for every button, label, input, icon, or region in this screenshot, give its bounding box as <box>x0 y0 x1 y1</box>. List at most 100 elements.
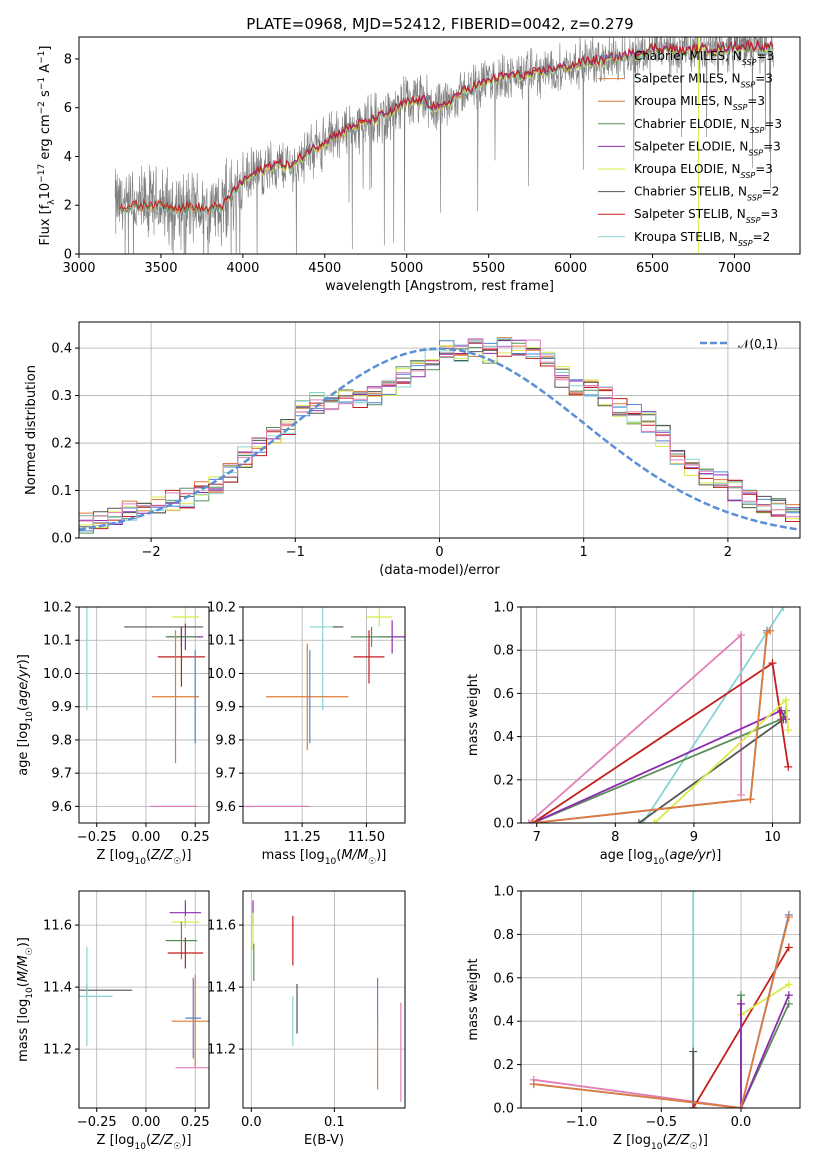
x-tick-label: 8 <box>611 830 619 845</box>
x-tick-label: 0 <box>435 545 443 560</box>
weight-series-salpeter_miles <box>529 913 793 1108</box>
x-tick-label: 4500 <box>308 261 341 276</box>
grid <box>79 606 209 823</box>
y-axis-label: mass weight <box>466 674 481 756</box>
legend: 𝒩(0,1) <box>700 337 778 351</box>
weight-marker <box>689 1104 698 1108</box>
y-tick-label: 0.6 <box>493 687 514 702</box>
weight-marker <box>784 762 793 771</box>
axes-frame <box>78 606 210 824</box>
x-tick-label: 4000 <box>226 261 259 276</box>
errorbar-point-salpeter_stelib <box>167 937 204 969</box>
plot-area <box>79 337 800 534</box>
axes-frame <box>78 890 210 1109</box>
weight-marker <box>766 626 775 635</box>
weight-marker <box>524 819 533 823</box>
x-axis-label: mass [log10(M/M☉)] <box>262 848 387 867</box>
x-tick-label: 10 <box>764 830 781 845</box>
x-axis-label: (data-model)/error <box>379 563 500 578</box>
legend-label: Kroupa STELIB, NSSP=2 <box>634 230 770 248</box>
panel-weight-vs-z: −1.0 −0.5 0.0 0.0 0.2 0.4 0.6 0.8 1.0 Z [log10(Z/… <box>466 885 801 1152</box>
x-tick-label: 3000 <box>62 261 95 276</box>
ticks: 11.25 11.50 9.6 9.7 9.8 9.9 10.0 10.1 10.2 <box>207 601 385 846</box>
y-tick-label: 4 <box>64 150 72 165</box>
ticks: −0.25 0.00 0.25 9.6 9.7 9.8 9.9 10.0 10.1 10.2 <box>43 601 210 846</box>
weight-marker <box>737 1104 746 1108</box>
plot-area <box>114 37 774 254</box>
y-tick-label: 10.2 <box>207 601 236 616</box>
y-tick-label: 1.0 <box>493 601 514 616</box>
x-tick-label: 0.00 <box>131 830 160 845</box>
x-tick-label: −2 <box>142 545 161 560</box>
y-tick-label: 10.0 <box>43 667 72 682</box>
x-tick-label: 7000 <box>718 261 751 276</box>
legend-label: Salpeter ELODIE, NSSP=3 <box>634 139 781 157</box>
plot-area <box>86 607 206 807</box>
model-spectrum-salpeter_stelib <box>119 39 774 214</box>
y-tick-label: 0.0 <box>51 532 72 547</box>
weight-line <box>532 630 768 823</box>
errorbar-point-kroupa_stelib <box>79 946 113 1046</box>
errorbar-point-salpeter_miles <box>151 630 200 764</box>
weight-marker <box>768 659 777 668</box>
x-tick-label: 1 <box>580 545 588 560</box>
weight-marker <box>689 1047 698 1056</box>
histogram-kroupa_stelib <box>79 337 800 527</box>
y-tick-label: 0.2 <box>51 437 72 452</box>
x-tick-label: 0.1 <box>324 1115 345 1130</box>
x-axis-label: age [log10(age/yr)] <box>600 848 722 867</box>
y-axis-label: age [log10(age/yr)] <box>16 654 35 776</box>
y-tick-label: 9.9 <box>51 700 72 715</box>
weight-marker <box>528 819 537 823</box>
y-tick-label: 0.8 <box>493 928 514 943</box>
y-tick-label: 9.8 <box>215 733 236 748</box>
weight-marker <box>784 999 793 1008</box>
grid <box>243 891 405 1108</box>
panel-mass-vs-z: −0.25 0.00 0.25 11.2 11.4 11.6 Z [log10(Z/Z☉)]… <box>16 890 210 1152</box>
x-tick-label: 11.25 <box>284 830 321 845</box>
y-axis-label: Flux [fλ10−17 erg cm−2 s−1 A−1] <box>37 46 57 246</box>
y-tick-label: 6 <box>64 101 72 116</box>
weight-marker <box>529 1080 538 1089</box>
weight-marker <box>781 715 790 724</box>
errorbar-point-salpeter_stelib <box>157 626 206 687</box>
panel-weight-vs-age: 7 8 9 10 0.0 0.2 0.4 0.6 0.8 1.0 age [log10(age/yr… <box>466 601 801 867</box>
histogram-salpeter_stelib <box>79 342 800 530</box>
y-tick-label: 1.0 <box>493 885 514 900</box>
legend: Chabrier MILES, NSSP=3 Salpeter MILES, NS… <box>598 49 782 247</box>
weight-marker <box>784 726 793 735</box>
errorbar-point-chabrier_elodie <box>351 626 393 647</box>
plot-area <box>524 607 793 823</box>
y-tick-label: 10.0 <box>207 667 236 682</box>
x-tick-label: 11.50 <box>348 830 385 845</box>
errorbar-point-salpeter_miles <box>266 643 349 750</box>
weight-marker <box>779 607 788 611</box>
weight-line <box>740 983 790 1016</box>
weight-marker <box>784 943 793 952</box>
x-tick-label: 0.0 <box>241 1115 262 1130</box>
y-tick-label: 0.2 <box>493 1058 514 1073</box>
x-tick-label: −0.25 <box>77 830 117 845</box>
axes-frame <box>242 606 406 824</box>
y-tick-label: 9.7 <box>51 767 72 782</box>
weight-marker <box>737 991 746 1000</box>
y-tick-label: 0.0 <box>493 1102 514 1117</box>
axes-frame <box>78 36 801 255</box>
legend-label: Salpeter STELIB, NSSP=3 <box>634 207 778 225</box>
legend-label: Kroupa MILES, NSSP=3 <box>634 94 765 112</box>
ticks: 7 8 9 10 0.0 0.2 0.4 0.6 0.8 1.0 <box>493 601 780 846</box>
axes-frame <box>520 890 801 1109</box>
axes-frame <box>520 606 801 824</box>
y-tick-label: 0.4 <box>493 730 514 745</box>
y-tick-label: 0 <box>64 248 72 263</box>
plot-area <box>243 607 405 807</box>
x-tick-label: 2 <box>724 545 732 560</box>
errorbar-point-salpeter_stelib <box>353 630 385 684</box>
spectrum-title: PLATE=0968, MJD=52412, FIBERID=0042, z=0… <box>246 15 633 33</box>
y-tick-label: 11.6 <box>43 919 72 934</box>
y-tick-label: 9.8 <box>51 733 72 748</box>
y-tick-label: 10.1 <box>43 634 72 649</box>
y-tick-label: 11.2 <box>207 1043 236 1058</box>
weight-marker <box>737 999 746 1008</box>
weight-series-pink <box>529 1075 746 1108</box>
